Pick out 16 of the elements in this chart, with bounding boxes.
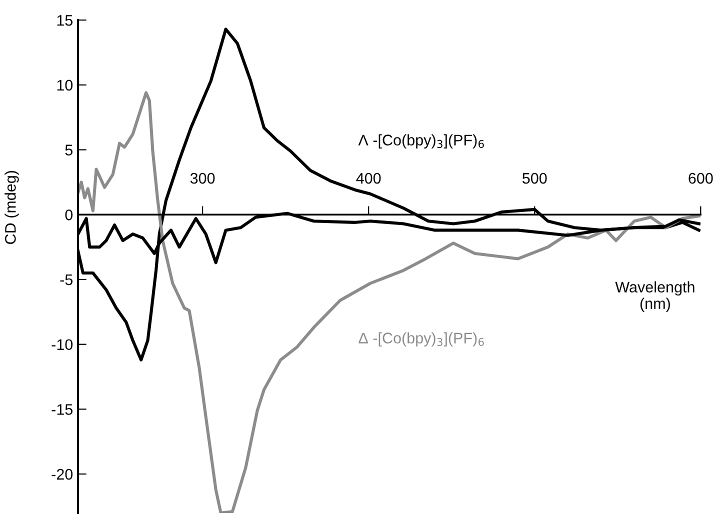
x-axis-title: Wavelength (nm): [615, 281, 694, 312]
x-tick-label: 500: [522, 172, 547, 184]
text: Λ -[Co(bpy)$_{3}$](PF)$_{6}$: [358, 134, 484, 149]
y-tick-label: -20: [52, 468, 73, 480]
y-tick-label: -10: [52, 339, 73, 350]
x-tick-label: 600: [688, 172, 713, 184]
text: Δ -[Co(bpy)$_{3}$](PF)$_{6}$: [358, 332, 484, 347]
y-tick-label: 10: [57, 80, 73, 91]
x-tick-label: 400: [356, 172, 381, 184]
y-tick-label: -5: [60, 274, 73, 286]
y-tick-label: 5: [65, 144, 73, 156]
y-tick-label: -15: [52, 404, 73, 415]
x-tick-label: 300: [190, 172, 215, 184]
y-axis-title: CD (mdeg): [4, 170, 19, 244]
y-tick-label: 15: [57, 15, 73, 26]
y-tick-label: 0: [65, 210, 73, 220]
